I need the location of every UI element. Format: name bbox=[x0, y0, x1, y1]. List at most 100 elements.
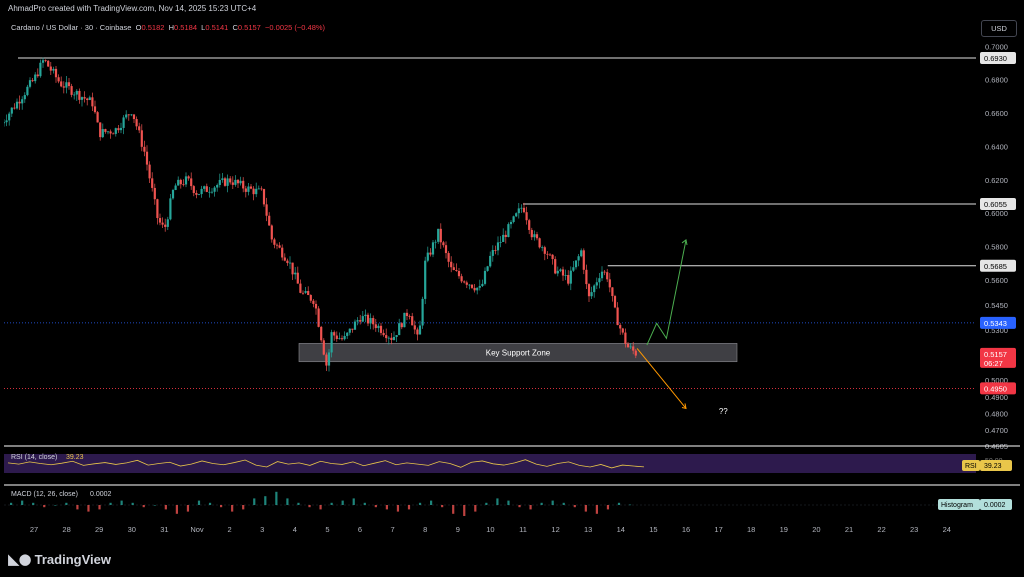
macd-histogram-bar bbox=[10, 502, 13, 505]
candle-body bbox=[621, 328, 624, 333]
candle-body bbox=[49, 66, 52, 71]
tradingview-logo[interactable]: ◣● TradingView bbox=[8, 550, 111, 568]
candle-body bbox=[161, 222, 164, 225]
candle-body bbox=[392, 336, 396, 340]
macd-histogram-bar bbox=[242, 505, 245, 510]
candle-body bbox=[556, 270, 559, 274]
currency-button[interactable]: USD bbox=[981, 20, 1017, 37]
candle-body bbox=[145, 151, 149, 165]
macd-histogram-bar bbox=[374, 505, 377, 508]
price-axis-tick: 0.6600 bbox=[985, 109, 1008, 118]
macd-histogram-bar bbox=[507, 500, 510, 505]
candle-body bbox=[442, 242, 445, 246]
candle-body bbox=[444, 245, 448, 254]
macd-histogram-bar bbox=[186, 505, 190, 512]
candle-body bbox=[278, 245, 281, 248]
bearish-arrow-head bbox=[681, 403, 687, 410]
candle-body bbox=[405, 312, 409, 317]
candle-body bbox=[174, 185, 177, 190]
date-axis-tick: 10 bbox=[486, 525, 494, 534]
date-axis-tick: 13 bbox=[584, 525, 592, 534]
candle-body bbox=[431, 242, 435, 255]
candle-body bbox=[359, 320, 362, 322]
candle-body bbox=[543, 247, 546, 254]
candle-body bbox=[67, 82, 71, 87]
rsi-line bbox=[7, 459, 645, 469]
candle-body bbox=[538, 238, 541, 248]
macd-histogram-bar bbox=[606, 505, 610, 510]
candle-body bbox=[600, 271, 604, 279]
candle-body bbox=[140, 130, 143, 147]
chart-canvas[interactable]: 0.7000 0.6800 0.6600 0.6400 0.6200 0.6000 0.58… bbox=[4, 18, 1020, 540]
candle-body bbox=[634, 350, 637, 356]
candle-body bbox=[509, 221, 513, 225]
candle-body bbox=[574, 260, 578, 268]
candle-body bbox=[78, 90, 81, 100]
macd-histogram-bar bbox=[363, 502, 366, 505]
candle-body bbox=[242, 180, 245, 189]
candle-body bbox=[507, 224, 510, 237]
candle-body bbox=[101, 129, 104, 138]
support-zone-box bbox=[298, 343, 738, 363]
macd-histogram-bar bbox=[43, 505, 46, 508]
candle-body bbox=[408, 316, 411, 317]
macd-histogram-bar bbox=[220, 505, 223, 508]
candle-body bbox=[413, 325, 416, 330]
high-value: 0.5184 bbox=[174, 23, 197, 32]
macd-histogram-bar bbox=[474, 505, 477, 512]
candle-body bbox=[23, 95, 26, 100]
chart-panel[interactable]: 0.7000 0.6800 0.6600 0.6400 0.6200 0.6000 0.58… bbox=[4, 18, 1020, 540]
candle-body bbox=[117, 128, 120, 131]
candle-body bbox=[426, 252, 429, 261]
candle-body bbox=[15, 101, 19, 109]
candle-body bbox=[83, 97, 86, 99]
candle-body bbox=[330, 332, 333, 353]
price-axis-tick: 0.4800 bbox=[985, 409, 1008, 418]
macd-value-label: 0.0002 bbox=[984, 502, 1006, 509]
macd-histogram-bar bbox=[352, 498, 355, 505]
candle-body bbox=[348, 328, 351, 333]
macd-histogram-bar bbox=[142, 505, 145, 508]
candle-body bbox=[517, 208, 520, 214]
candle-body bbox=[564, 274, 567, 276]
macd-title: MACD (12, 26, close) bbox=[11, 491, 78, 498]
macd-histogram-bar bbox=[628, 504, 632, 506]
candle-body bbox=[138, 126, 141, 131]
candle-body bbox=[179, 179, 182, 185]
level-price-label: 0.5685 bbox=[984, 262, 1007, 271]
date-axis-tick: 18 bbox=[747, 525, 755, 534]
macd-histogram-bar bbox=[120, 500, 123, 505]
candle-body bbox=[226, 178, 229, 186]
candle-body bbox=[494, 250, 497, 251]
candle-body bbox=[106, 131, 110, 133]
candle-body bbox=[470, 284, 474, 288]
question-annotation: ?? bbox=[719, 407, 728, 416]
candle-body bbox=[54, 68, 58, 78]
candle-body bbox=[200, 188, 203, 195]
candle-body bbox=[603, 271, 606, 273]
candle-body bbox=[496, 242, 500, 251]
candle-body bbox=[369, 318, 372, 324]
date-axis-tick: 29 bbox=[95, 525, 103, 534]
macd-axis-tag bbox=[938, 499, 980, 510]
candle-body bbox=[26, 86, 29, 96]
candle-body bbox=[387, 337, 390, 339]
candle-body bbox=[559, 269, 562, 271]
macd-histogram-bar bbox=[319, 505, 322, 510]
countdown-label: 06:27 bbox=[984, 359, 1003, 368]
candle-body bbox=[379, 325, 383, 333]
candle-body bbox=[606, 272, 609, 280]
macd-value-tag bbox=[980, 499, 1012, 510]
candle-body bbox=[122, 117, 125, 128]
candle-body bbox=[322, 340, 325, 355]
price-tag bbox=[980, 347, 1016, 368]
candle-body bbox=[317, 308, 320, 327]
candle-body bbox=[114, 128, 117, 134]
candle-body bbox=[91, 97, 94, 107]
date-axis-tick: 11 bbox=[519, 525, 527, 534]
candle-body bbox=[377, 325, 380, 329]
date-axis-tick: 3 bbox=[260, 525, 264, 534]
close-label: C bbox=[232, 23, 238, 32]
macd-histogram-bar bbox=[264, 496, 267, 505]
macd-histogram-bar bbox=[275, 491, 278, 505]
